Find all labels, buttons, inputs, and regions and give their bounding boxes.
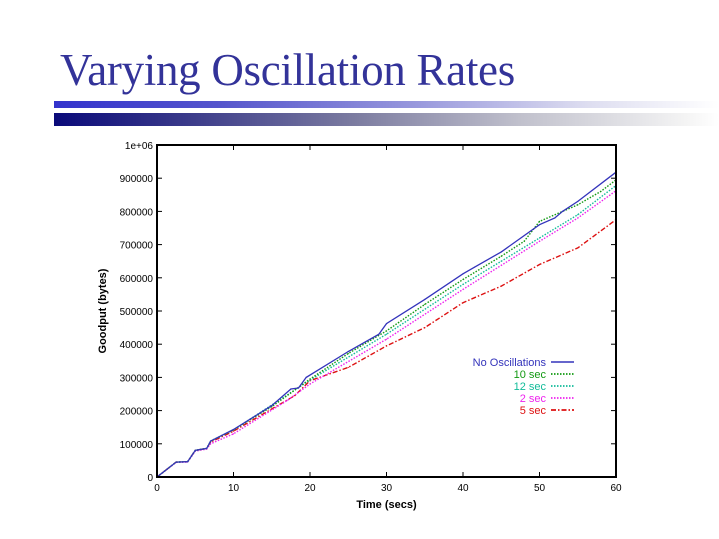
data-point — [232, 428, 235, 431]
x-tick-label: 0 — [154, 483, 160, 494]
data-point — [232, 433, 235, 435]
x-tick-label: 20 — [304, 483, 316, 494]
data-point — [385, 323, 388, 325]
y-tick-label: 200000 — [120, 407, 154, 418]
x-tick-label: 60 — [610, 483, 622, 494]
data-point — [290, 388, 292, 390]
data-point — [500, 285, 502, 287]
data-point — [538, 237, 541, 239]
series-line-2-sec — [156, 190, 617, 478]
data-point — [462, 288, 464, 291]
slide-title: Varying Oscillation Rates — [60, 45, 515, 95]
data-point — [561, 210, 564, 212]
data-point — [385, 338, 388, 340]
x-axis: 0 10 20 30 40 50 60 — [154, 145, 622, 494]
data-point — [194, 449, 196, 452]
plot-frame — [156, 144, 617, 478]
legend-label: No Oscillations — [473, 357, 547, 369]
data-point — [424, 303, 426, 305]
data-point — [424, 298, 426, 300]
y-axis: 0 100000 200000 300000 400000 500000 600000 700… — [120, 141, 616, 484]
data-point — [462, 302, 464, 304]
title-underline-bar-bottom — [54, 113, 719, 126]
data-point — [554, 217, 556, 219]
x-tick-label: 10 — [228, 483, 240, 494]
data-point — [297, 387, 300, 389]
data-point — [305, 376, 307, 378]
data-point — [309, 383, 311, 385]
y-tick-label: 700000 — [120, 241, 154, 252]
data-point — [378, 333, 380, 335]
data-point — [424, 327, 426, 329]
y-tick-label: 600000 — [120, 274, 154, 285]
legend-label: 2 sec — [520, 393, 547, 405]
data-point — [577, 204, 579, 206]
data-point — [462, 283, 464, 286]
y-tick-label: 800000 — [120, 207, 154, 218]
x-tick-label: 40 — [457, 483, 469, 494]
y-tick-label: 0 — [147, 473, 153, 484]
data-point — [538, 220, 541, 222]
data-point — [462, 278, 464, 281]
title-underline-bar-top — [54, 101, 719, 108]
series-line-5-sec — [156, 219, 617, 478]
y-tick-label: 100000 — [120, 440, 154, 451]
data-point — [577, 200, 579, 203]
legend-label: 12 sec — [514, 381, 547, 393]
data-point — [500, 260, 502, 262]
data-point — [271, 408, 273, 410]
x-tick-label: 50 — [534, 483, 546, 494]
data-point — [309, 378, 311, 380]
y-tick-label: 300000 — [120, 373, 154, 384]
data-point — [523, 240, 525, 242]
data-point — [538, 263, 541, 266]
data-point — [286, 400, 288, 402]
data-point — [538, 224, 541, 226]
data-point — [538, 240, 541, 242]
y-axis-label: Goodput (bytes) — [97, 268, 109, 353]
data-point — [385, 330, 388, 332]
data-point — [347, 350, 349, 353]
data-point — [209, 443, 212, 445]
x-axis-label: Time (secs) — [356, 499, 417, 511]
data-point — [500, 255, 502, 257]
data-point — [577, 214, 579, 216]
y-tick-label: 900000 — [120, 174, 154, 185]
data-point — [294, 395, 296, 397]
y-tick-label: 400000 — [120, 340, 154, 351]
data-point — [187, 461, 189, 463]
data-point — [271, 405, 273, 407]
data-point — [577, 217, 579, 219]
y-tick-label: 1e+06 — [125, 141, 154, 152]
data-point — [462, 273, 464, 275]
series-layer — [156, 171, 617, 478]
data-point — [500, 251, 502, 253]
legend-label: 10 sec — [514, 369, 547, 381]
data-point — [232, 430, 235, 432]
data-point — [209, 440, 212, 442]
data-point — [385, 345, 388, 347]
data-point — [385, 333, 388, 335]
legend-label: 5 sec — [520, 405, 547, 417]
x-tick-label: 30 — [381, 483, 393, 494]
data-point — [577, 247, 579, 249]
data-point — [175, 461, 177, 463]
data-point — [206, 447, 208, 450]
series-line-10-sec — [156, 179, 617, 478]
data-point — [347, 366, 349, 369]
data-point — [600, 190, 602, 193]
y-tick-label: 500000 — [120, 307, 154, 318]
data-point — [473, 266, 476, 268]
data-point — [347, 352, 349, 355]
